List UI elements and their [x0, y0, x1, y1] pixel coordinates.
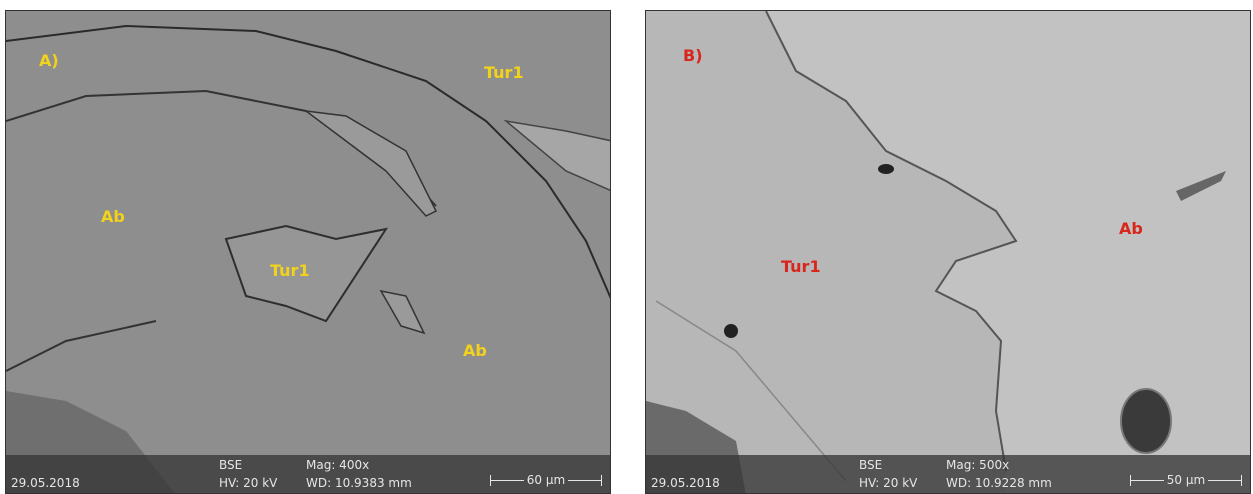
panel-label: A) [39, 51, 59, 70]
scale-bar: 60 µm [490, 473, 602, 487]
mineral-label: Tur1 [781, 257, 821, 276]
panel-label: B) [683, 46, 703, 65]
voltage: HV: 20 kV [219, 476, 277, 490]
detector: BSE [219, 458, 242, 472]
info-bar: 29.05.2018 BSE HV: 20 kV Mag: 500x WD: 1… [646, 455, 1250, 493]
micrograph-a: A) Tur1 Ab Tur1 Ab 29.05.2018 BSE HV: 20… [5, 10, 611, 494]
info-bar: 29.05.2018 BSE HV: 20 kV Mag: 400x WD: 1… [6, 455, 610, 493]
mineral-label: Tur1 [484, 63, 524, 82]
working-distance: WD: 10.9383 mm [306, 476, 412, 490]
page: A) Tur1 Ab Tur1 Ab 29.05.2018 BSE HV: 20… [0, 0, 1253, 494]
micrograph-b: B) Tur1 Ab 29.05.2018 BSE HV: 20 kV Mag:… [645, 10, 1251, 494]
texture [6, 11, 611, 494]
scale-label: 50 µm [1130, 473, 1242, 487]
mineral-label: Ab [463, 341, 487, 360]
scale-label: 60 µm [490, 473, 602, 487]
scale-bar: 50 µm [1130, 473, 1242, 487]
detector: BSE [859, 458, 882, 472]
mineral-label: Ab [101, 207, 125, 226]
date: 29.05.2018 [651, 476, 720, 490]
mineral-label: Tur1 [270, 261, 310, 280]
date: 29.05.2018 [11, 476, 80, 490]
mineral-label: Ab [1119, 219, 1143, 238]
texture [646, 11, 1251, 494]
voltage: HV: 20 kV [859, 476, 917, 490]
magnification: Mag: 400x [306, 458, 369, 472]
working-distance: WD: 10.9228 mm [946, 476, 1052, 490]
magnification: Mag: 500x [946, 458, 1009, 472]
